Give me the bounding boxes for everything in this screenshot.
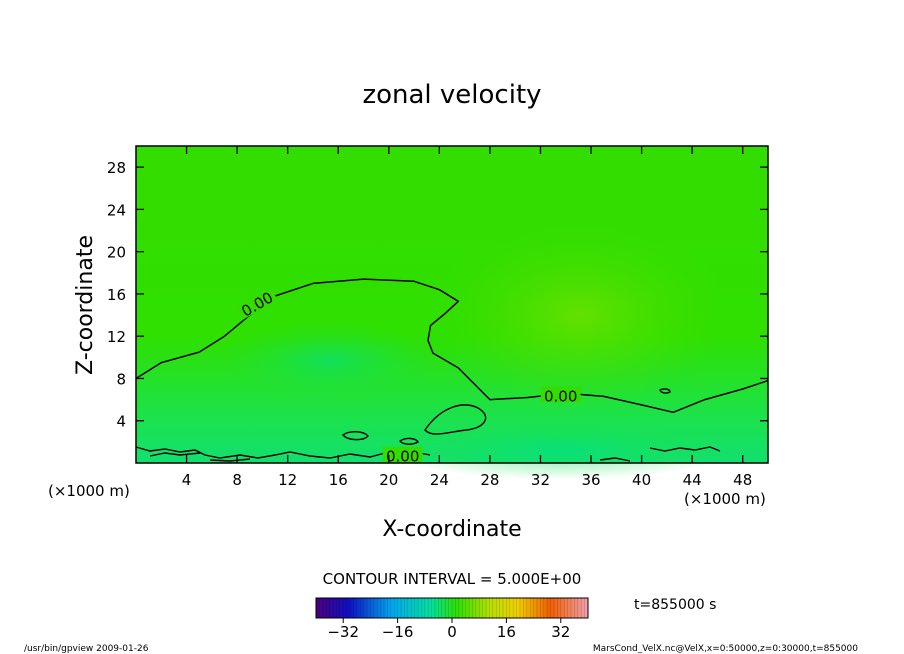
- contour-interval-text: CONTOUR INTERVAL = 5.000E+00: [323, 570, 582, 588]
- y-tick-label: 8: [116, 370, 126, 388]
- x-tick-label: 36: [581, 471, 600, 489]
- y-axis-label: Z-coordinate: [73, 235, 98, 375]
- footer-right-text: MarsCond_VelX.nc@VelX,x=0:50000,z=0:3000…: [593, 644, 858, 654]
- colorbar: −32 −16 0 16 32: [315, 597, 589, 641]
- x-tick-label: 44: [683, 471, 702, 489]
- colorbar-tick-label: −32: [327, 623, 359, 641]
- contour-label-bg: [382, 446, 423, 463]
- colorbar-level-lines: [319, 598, 585, 618]
- x-axis-label: X-coordinate: [382, 517, 521, 542]
- y-tick-label: 20: [107, 244, 126, 262]
- negative-velocity-region: [390, 420, 730, 480]
- colorbar-gradient: [316, 598, 588, 618]
- colorbar-tick-label: 32: [551, 623, 570, 641]
- contour-small-loop: [398, 437, 419, 445]
- footer-left-text: /usr/bin/gpview 2009-01-26: [24, 644, 149, 654]
- y-tick-label: 16: [107, 286, 126, 304]
- y-tick-label: 4: [116, 413, 126, 431]
- x-unit-label-right: (×1000 m): [684, 490, 766, 508]
- y-tick-label: 24: [107, 201, 126, 219]
- contour-small-loop: [659, 388, 671, 394]
- x-tick-label: 16: [329, 471, 348, 489]
- x-unit-label-left: (×1000 m): [48, 482, 130, 500]
- x-tick-label: 12: [278, 471, 297, 489]
- x-tick-label: 20: [379, 471, 398, 489]
- plot-frame: [135, 145, 769, 464]
- contour-label-bg: [540, 386, 581, 403]
- x-tick-label: 8: [232, 471, 242, 489]
- contour-label: 0.00: [544, 387, 577, 405]
- x-tick-label: 28: [480, 471, 499, 489]
- contour-near-surface: [209, 458, 251, 462]
- contour-label: 0.00: [386, 448, 419, 466]
- plot-area: [136, 146, 768, 480]
- negative-velocity-region: [220, 320, 440, 400]
- x-tick-label: 48: [733, 471, 752, 489]
- x-tick-label: 32: [531, 471, 550, 489]
- contour-label-bg: [235, 285, 278, 320]
- contour-small-loop: [341, 431, 369, 441]
- x-tick-label: 4: [182, 471, 192, 489]
- x-tick-label: 24: [430, 471, 449, 489]
- positive-velocity-region: [430, 220, 730, 410]
- y-tick-label: 28: [107, 159, 126, 177]
- colorbar-tick-label: −16: [382, 623, 414, 641]
- x-axis-ticks: 4 8 12 16 20 24 28 32 36 40 44 48: [182, 146, 752, 489]
- colorbar-tick-label: 0: [447, 623, 457, 641]
- contour-near-surface: [599, 457, 631, 462]
- contour-small-loop: [424, 404, 487, 435]
- time-label: t=855000 s: [634, 597, 716, 613]
- x-tick-label: 40: [632, 471, 651, 489]
- contour-near-surface: [149, 452, 201, 457]
- colorbar-tick-label: 16: [497, 623, 516, 641]
- colorbar-ticks: −32 −16 0 16 32: [327, 618, 570, 641]
- y-tick-label: 12: [107, 328, 126, 346]
- y-axis-ticks: 4 8 12 16 20 24 28: [107, 159, 768, 431]
- contour-near-surface: [649, 446, 721, 452]
- chart-title: zonal velocity: [362, 80, 541, 110]
